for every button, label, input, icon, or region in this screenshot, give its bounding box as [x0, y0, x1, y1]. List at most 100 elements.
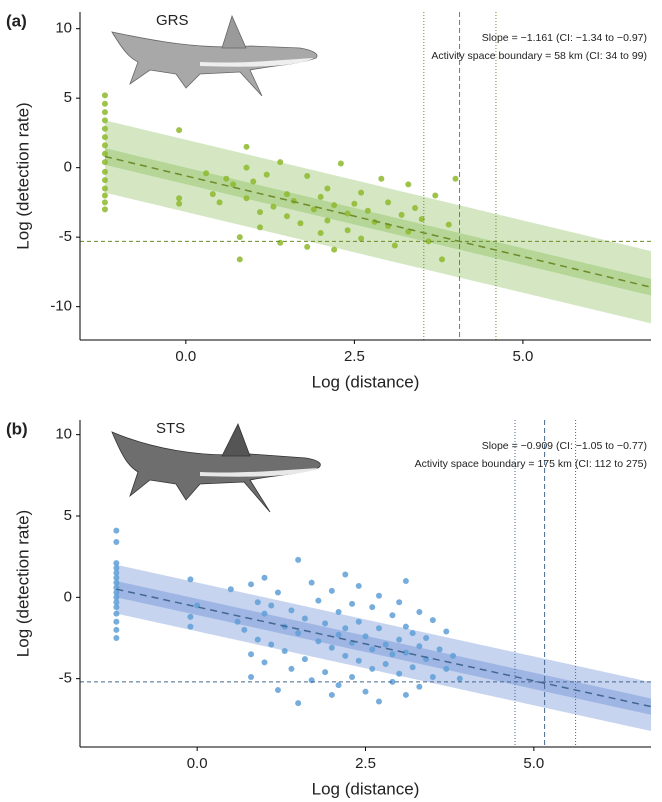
point [351, 200, 358, 207]
point [187, 576, 194, 583]
point [277, 159, 284, 166]
point [263, 171, 270, 178]
x-axis-label: Log (distance) [312, 779, 420, 798]
point [241, 626, 248, 633]
point [101, 100, 108, 107]
point [375, 625, 382, 632]
point [304, 173, 311, 179]
point [295, 630, 302, 637]
point [254, 599, 261, 606]
point [101, 159, 108, 166]
point [101, 92, 108, 99]
species-label: GRS [156, 12, 189, 29]
point [248, 651, 255, 658]
point [101, 134, 108, 141]
x-tick-label: 0.0 [175, 348, 196, 365]
point [176, 127, 183, 134]
plot-area [80, 12, 651, 340]
shark-grs [111, 14, 318, 97]
point [412, 204, 419, 211]
point [274, 589, 281, 596]
annotation: Slope = −1.161 (CI: −1.34 to −0.97) [482, 32, 647, 44]
x-tick-label: 2.5 [355, 755, 376, 772]
point [236, 234, 243, 241]
point [268, 602, 275, 609]
point [230, 181, 237, 188]
point [331, 246, 338, 253]
point [250, 178, 257, 185]
point [405, 181, 412, 188]
panel-label: (a) [6, 11, 27, 30]
y-tick-label: 10 [55, 426, 72, 443]
point [113, 579, 120, 586]
point [402, 623, 409, 630]
point [335, 608, 342, 615]
point [328, 644, 335, 651]
point [425, 238, 432, 245]
point [113, 610, 120, 617]
point [335, 631, 342, 638]
point [382, 661, 389, 668]
y-axis-label: Log (detection rate) [13, 102, 32, 249]
point [248, 674, 255, 681]
panel: -10 -5 0 5 10 0.0 2.5 5.0 Log (distance) Log (det… [6, 11, 651, 391]
point [355, 657, 362, 664]
point [324, 217, 331, 224]
point [402, 691, 409, 698]
point [396, 599, 403, 606]
point [456, 675, 463, 682]
point [101, 199, 108, 206]
point [342, 625, 349, 632]
point [369, 665, 376, 672]
point [101, 117, 108, 124]
point [389, 651, 396, 658]
point [362, 688, 369, 695]
point [261, 610, 268, 617]
point [113, 604, 120, 611]
point [322, 669, 329, 676]
point [344, 227, 351, 234]
point [364, 207, 371, 214]
point [101, 142, 108, 149]
point [389, 612, 396, 619]
point [101, 206, 108, 213]
point [385, 199, 392, 206]
point [236, 256, 243, 263]
point [304, 243, 311, 250]
point [416, 608, 423, 615]
point [436, 646, 443, 653]
point [349, 674, 356, 681]
y-tick-label: 5 [64, 89, 72, 106]
point [344, 210, 351, 217]
point [261, 659, 268, 666]
point [101, 168, 108, 175]
point [261, 574, 268, 581]
point [443, 665, 450, 672]
point [274, 687, 281, 694]
point [369, 604, 376, 611]
point [113, 594, 120, 601]
point [432, 192, 439, 199]
point [277, 239, 284, 246]
point [101, 109, 108, 116]
shark-sts [111, 423, 321, 513]
annotation: Slope = −0.909 (CI: −1.05 to −0.77) [482, 440, 647, 452]
y-tick-label: 0 [64, 159, 72, 176]
point [358, 235, 365, 242]
point [349, 600, 356, 607]
point [443, 628, 450, 635]
point [295, 556, 302, 563]
point [113, 626, 120, 633]
x-tick-label: 0.0 [187, 755, 208, 772]
point [101, 177, 108, 184]
point [416, 683, 423, 690]
point [317, 193, 324, 200]
point [113, 589, 120, 596]
point [335, 682, 342, 689]
point [176, 195, 183, 202]
point [315, 638, 322, 645]
point [113, 635, 120, 641]
point [113, 560, 120, 567]
y-tick-label: -10 [50, 298, 72, 315]
point [416, 643, 423, 650]
